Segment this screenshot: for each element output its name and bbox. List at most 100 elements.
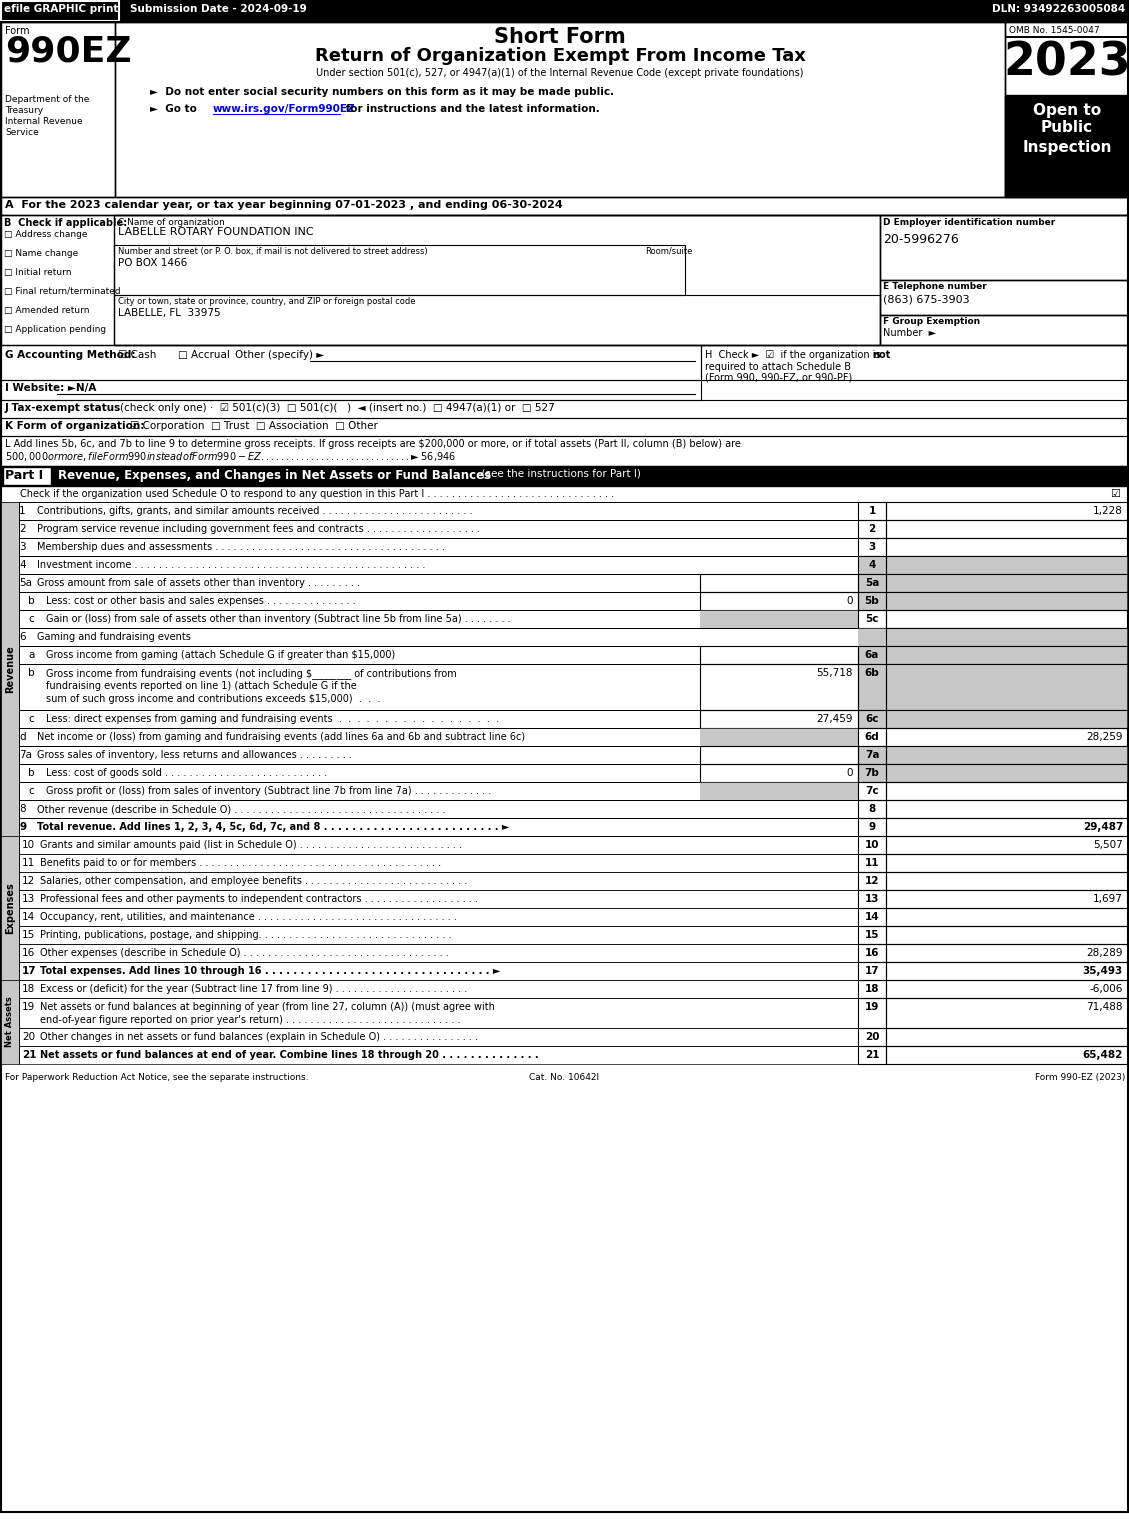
Text: Grants and similar amounts paid (list in Schedule O) . . . . . . . . . . . . . .: Grants and similar amounts paid (list in… bbox=[40, 840, 462, 849]
Text: Less: direct expenses from gaming and fundraising events  .  .  .  .  .  .  .  .: Less: direct expenses from gaming and fu… bbox=[46, 714, 499, 724]
Text: (Form 990, 990-EZ, or 990-PF).: (Form 990, 990-EZ, or 990-PF). bbox=[704, 374, 856, 383]
Bar bbox=[886, 962, 1128, 981]
Bar bbox=[858, 836, 886, 854]
Text: 5b: 5b bbox=[865, 596, 879, 605]
Text: 17: 17 bbox=[865, 965, 879, 976]
Bar bbox=[886, 872, 1128, 891]
Bar bbox=[886, 663, 1128, 711]
Text: Revenue, Expenses, and Changes in Net Assets or Fund Balances: Revenue, Expenses, and Changes in Net As… bbox=[58, 470, 491, 482]
Text: D Employer identification number: D Employer identification number bbox=[883, 218, 1056, 227]
Bar bbox=[886, 573, 1128, 592]
Text: Excess or (deficit) for the year (Subtract line 17 from line 9) . . . . . . . . : Excess or (deficit) for the year (Subtra… bbox=[40, 984, 467, 994]
Bar bbox=[858, 782, 886, 801]
Text: Gaming and fundraising events: Gaming and fundraising events bbox=[37, 631, 191, 642]
Bar bbox=[19, 592, 1127, 610]
Text: 1: 1 bbox=[19, 506, 26, 515]
Text: c: c bbox=[28, 714, 34, 724]
Text: Salaries, other compensation, and employee benefits . . . . . . . . . . . . . . : Salaries, other compensation, and employ… bbox=[40, 875, 467, 886]
Text: 10: 10 bbox=[21, 840, 35, 849]
Bar bbox=[19, 1028, 1127, 1046]
Text: 1,228: 1,228 bbox=[1093, 506, 1123, 515]
Text: 9: 9 bbox=[19, 822, 26, 833]
Bar bbox=[1, 21, 115, 197]
Bar bbox=[19, 962, 1127, 981]
Text: Check if the organization used Schedule O to respond to any question in this Par: Check if the organization used Schedule … bbox=[20, 490, 614, 499]
Text: efile GRAPHIC print: efile GRAPHIC print bbox=[5, 5, 119, 14]
Text: Occupancy, rent, utilities, and maintenance . . . . . . . . . . . . . . . . . . : Occupancy, rent, utilities, and maintena… bbox=[40, 912, 457, 923]
Text: 71,488: 71,488 bbox=[1086, 1002, 1123, 1013]
Bar bbox=[858, 727, 886, 746]
Text: 4: 4 bbox=[19, 560, 26, 570]
Text: □ Final return/terminated: □ Final return/terminated bbox=[5, 287, 121, 296]
Bar bbox=[886, 1046, 1128, 1064]
Text: Total expenses. Add lines 10 through 16 . . . . . . . . . . . . . . . . . . . . : Total expenses. Add lines 10 through 16 … bbox=[40, 965, 500, 976]
Bar bbox=[858, 663, 886, 711]
Text: 13: 13 bbox=[21, 894, 35, 904]
Bar bbox=[858, 764, 886, 782]
Text: 12: 12 bbox=[865, 875, 879, 886]
Text: Treasury: Treasury bbox=[5, 107, 43, 114]
Text: □ Amended return: □ Amended return bbox=[5, 307, 89, 316]
Bar bbox=[19, 592, 858, 610]
Text: Professional fees and other payments to independent contractors . . . . . . . . : Professional fees and other payments to … bbox=[40, 894, 478, 904]
Text: 20-5996276: 20-5996276 bbox=[883, 233, 959, 246]
Bar bbox=[19, 981, 1127, 997]
Text: 55,718: 55,718 bbox=[816, 668, 854, 679]
Text: c: c bbox=[28, 615, 34, 624]
Bar bbox=[1, 197, 1128, 215]
Text: 17: 17 bbox=[21, 965, 36, 976]
Text: LABELLE, FL  33975: LABELLE, FL 33975 bbox=[119, 308, 220, 319]
Text: 7a: 7a bbox=[19, 750, 32, 759]
Bar bbox=[886, 628, 1128, 647]
Bar bbox=[19, 573, 1127, 592]
Bar bbox=[19, 782, 1127, 801]
Text: Internal Revenue: Internal Revenue bbox=[5, 117, 82, 127]
Text: d: d bbox=[19, 732, 26, 743]
Bar bbox=[19, 538, 1127, 557]
Text: 15: 15 bbox=[865, 930, 879, 939]
Text: DLN: 93492263005084: DLN: 93492263005084 bbox=[991, 5, 1124, 14]
Bar bbox=[19, 520, 1127, 538]
Text: ☑ Corporation  □ Trust  □ Association  □ Other: ☑ Corporation □ Trust □ Association □ Ot… bbox=[130, 421, 378, 432]
Bar bbox=[858, 944, 886, 962]
Text: 16: 16 bbox=[21, 949, 35, 958]
Text: I Website: ►N/A: I Website: ►N/A bbox=[5, 383, 96, 393]
Text: 14: 14 bbox=[21, 912, 35, 923]
Bar bbox=[886, 764, 1128, 782]
Text: 19: 19 bbox=[865, 1002, 879, 1013]
Bar bbox=[886, 854, 1128, 872]
Text: 28,289: 28,289 bbox=[1086, 949, 1123, 958]
Bar bbox=[858, 592, 1128, 610]
Bar bbox=[19, 801, 1127, 817]
Text: 21: 21 bbox=[865, 1051, 879, 1060]
Text: Net Assets: Net Assets bbox=[6, 997, 15, 1048]
Text: 2023: 2023 bbox=[1004, 40, 1129, 85]
Bar bbox=[879, 316, 1128, 345]
Text: Membership dues and assessments . . . . . . . . . . . . . . . . . . . . . . . . : Membership dues and assessments . . . . … bbox=[37, 541, 445, 552]
Bar bbox=[700, 647, 858, 663]
Bar bbox=[886, 520, 1128, 538]
Text: Return of Organization Exempt From Income Tax: Return of Organization Exempt From Incom… bbox=[315, 47, 805, 66]
Text: Form 990-EZ (2023): Form 990-EZ (2023) bbox=[1034, 1074, 1124, 1083]
Text: 5a: 5a bbox=[19, 578, 32, 589]
Text: Under section 501(c), 527, or 4947(a)(1) of the Internal Revenue Code (except pr: Under section 501(c), 527, or 4947(a)(1)… bbox=[316, 69, 804, 78]
Text: OMB No. 1545-0047: OMB No. 1545-0047 bbox=[1009, 26, 1100, 35]
Text: For Paperwork Reduction Act Notice, see the separate instructions.: For Paperwork Reduction Act Notice, see … bbox=[5, 1074, 308, 1083]
Text: 2: 2 bbox=[868, 525, 876, 534]
Bar bbox=[879, 281, 1128, 316]
Text: Gross profit or (loss) from sales of inventory (Subtract line 7b from line 7a) .: Gross profit or (loss) from sales of inv… bbox=[46, 785, 491, 796]
Bar bbox=[19, 502, 1127, 520]
Bar bbox=[1, 380, 701, 400]
Bar bbox=[858, 997, 886, 1028]
Text: Gross amount from sale of assets other than inventory . . . . . . . . .: Gross amount from sale of assets other t… bbox=[37, 578, 360, 589]
Text: Number and street (or P. O. box, if mail is not delivered to street address): Number and street (or P. O. box, if mail… bbox=[119, 247, 428, 256]
Text: -6,006: -6,006 bbox=[1089, 984, 1123, 994]
Text: Open to: Open to bbox=[1033, 104, 1101, 117]
Bar bbox=[858, 647, 1128, 663]
Bar bbox=[858, 907, 886, 926]
Text: 15: 15 bbox=[21, 930, 35, 939]
Text: 65,482: 65,482 bbox=[1083, 1051, 1123, 1060]
Text: 18: 18 bbox=[865, 984, 879, 994]
Text: 13: 13 bbox=[865, 894, 879, 904]
Text: Contributions, gifts, grants, and similar amounts received . . . . . . . . . . .: Contributions, gifts, grants, and simila… bbox=[37, 506, 473, 515]
